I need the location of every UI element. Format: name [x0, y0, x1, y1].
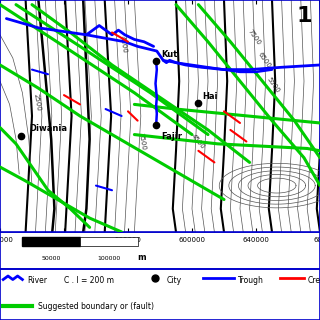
Text: 1: 1: [297, 6, 312, 26]
Text: Fajir: Fajir: [161, 132, 182, 141]
Text: 6500: 6500: [256, 51, 272, 69]
Text: Crest: Crest: [307, 276, 320, 285]
Text: Hai: Hai: [203, 92, 218, 100]
Text: 2500: 2500: [32, 93, 41, 111]
Text: Suggested boundary or (fault): Suggested boundary or (fault): [38, 302, 155, 311]
Text: 4500: 4500: [190, 133, 206, 150]
Text: 100000: 100000: [97, 256, 120, 261]
Text: C . I = 200 m: C . I = 200 m: [64, 276, 114, 285]
Text: Kut: Kut: [161, 50, 177, 59]
Text: m: m: [138, 253, 146, 262]
Text: 3500: 3500: [138, 132, 147, 151]
Text: Trough: Trough: [238, 276, 264, 285]
Text: Diwania: Diwania: [29, 124, 67, 133]
Text: 4500: 4500: [119, 35, 128, 53]
Text: River: River: [27, 276, 47, 285]
Bar: [0, 269, 320, 320]
Text: 5500: 5500: [266, 76, 281, 94]
Bar: [22, 237, 80, 246]
Bar: [0, 232, 320, 269]
Text: 50000: 50000: [42, 256, 61, 261]
Text: 7500: 7500: [247, 28, 262, 46]
Bar: [80, 237, 138, 246]
Text: City: City: [166, 276, 181, 285]
